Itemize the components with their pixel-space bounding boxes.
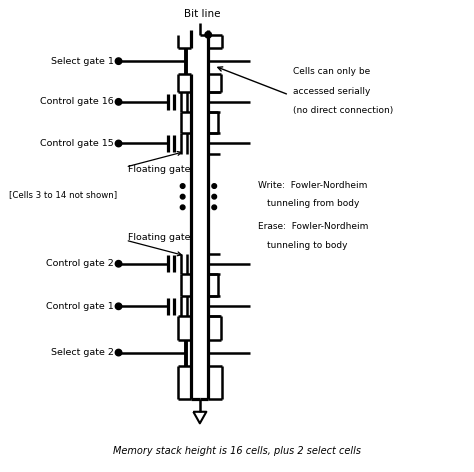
Text: Erase:  Fowler-Nordheim: Erase: Fowler-Nordheim (258, 222, 368, 231)
Circle shape (115, 99, 122, 105)
Text: accessed serially: accessed serially (293, 87, 370, 96)
Text: Select gate 2: Select gate 2 (51, 348, 114, 357)
Circle shape (180, 184, 185, 188)
Text: [Cells 3 to 14 not shown]: [Cells 3 to 14 not shown] (9, 190, 118, 199)
Text: Control gate 15: Control gate 15 (40, 139, 114, 148)
Text: tunneling from body: tunneling from body (267, 199, 360, 208)
Circle shape (212, 205, 217, 210)
Circle shape (205, 32, 211, 38)
Text: Bit line: Bit line (184, 8, 220, 18)
Text: Floating gate: Floating gate (128, 233, 191, 242)
Circle shape (115, 58, 122, 64)
Text: Control gate 16: Control gate 16 (40, 97, 114, 106)
Text: Memory stack height is 16 cells, plus 2 select cells: Memory stack height is 16 cells, plus 2 … (113, 446, 361, 456)
Circle shape (212, 194, 217, 199)
Text: Cells can only be: Cells can only be (293, 67, 370, 76)
Text: (no direct connection): (no direct connection) (293, 106, 393, 115)
Text: Floating gate: Floating gate (128, 165, 191, 174)
Text: Control gate 2: Control gate 2 (46, 259, 114, 268)
Circle shape (115, 140, 122, 147)
Circle shape (180, 194, 185, 199)
Circle shape (212, 184, 217, 188)
Text: Write:  Fowler-Nordheim: Write: Fowler-Nordheim (258, 181, 367, 190)
Circle shape (115, 303, 122, 310)
Circle shape (180, 205, 185, 210)
Circle shape (115, 261, 122, 267)
Circle shape (115, 349, 122, 356)
Text: Select gate 1: Select gate 1 (51, 57, 114, 66)
Text: Control gate 1: Control gate 1 (46, 302, 114, 311)
Text: tunneling to body: tunneling to body (267, 241, 348, 250)
